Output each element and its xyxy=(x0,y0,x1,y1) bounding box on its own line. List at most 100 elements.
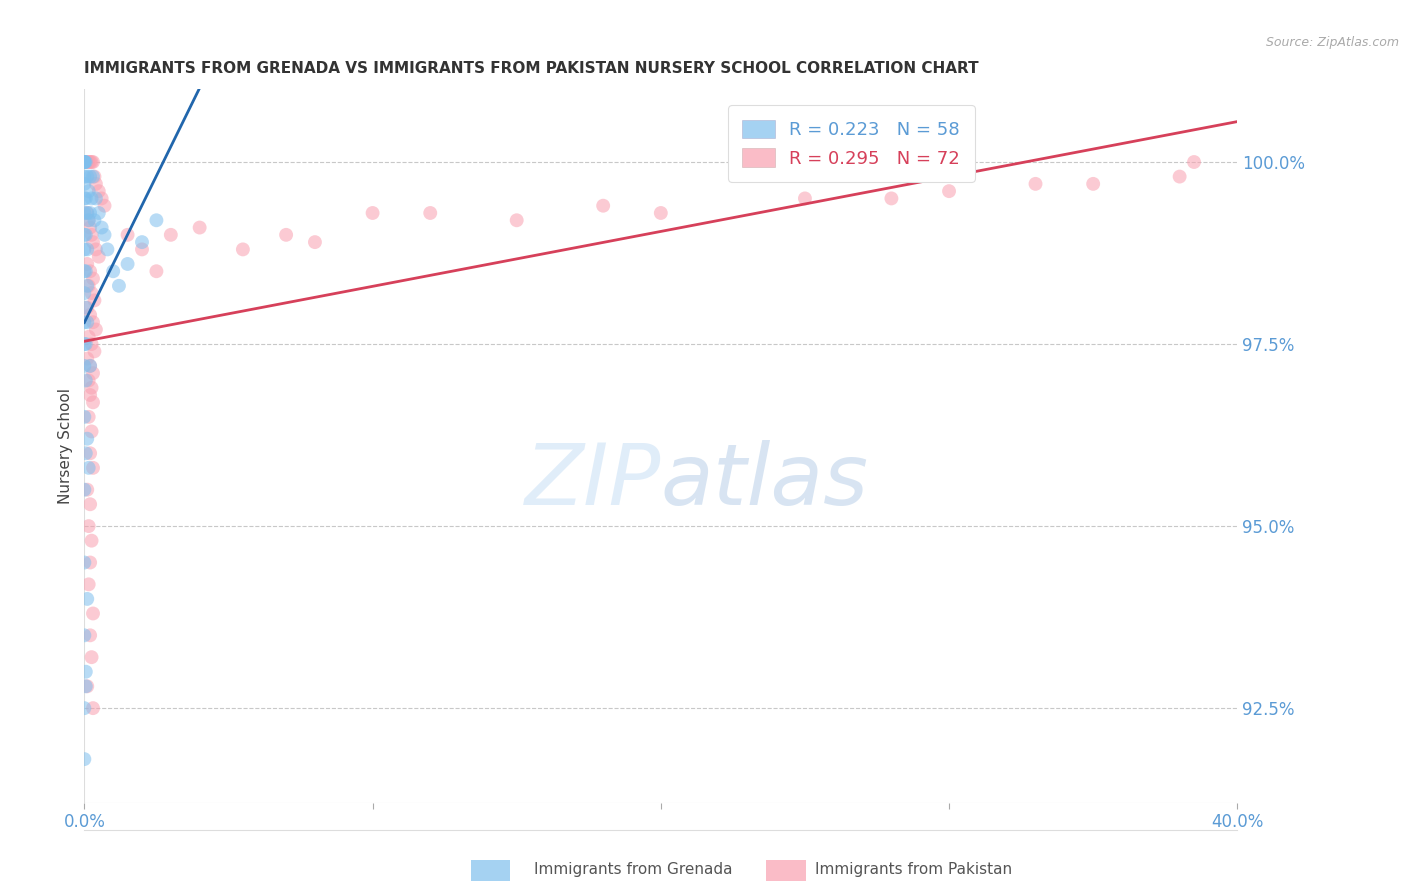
Point xyxy=(145,213,167,227)
Point xyxy=(84,177,107,191)
Point xyxy=(73,752,96,766)
Point xyxy=(73,264,96,278)
Point xyxy=(938,184,960,198)
Point xyxy=(73,155,96,169)
Point xyxy=(79,308,101,322)
Point xyxy=(80,191,103,205)
Point xyxy=(79,628,101,642)
Legend: R = 0.223   N = 58, R = 0.295   N = 72: R = 0.223 N = 58, R = 0.295 N = 72 xyxy=(728,105,974,182)
Point xyxy=(77,374,100,388)
Point xyxy=(276,227,298,242)
Point xyxy=(75,446,97,460)
Point xyxy=(117,227,139,242)
Point xyxy=(75,337,97,351)
Point xyxy=(73,155,96,169)
Point xyxy=(93,199,115,213)
Point xyxy=(1168,169,1191,184)
Point xyxy=(73,701,96,715)
Point xyxy=(82,271,104,285)
Point xyxy=(75,679,97,693)
Point xyxy=(93,227,115,242)
Text: Source: ZipAtlas.com: Source: ZipAtlas.com xyxy=(1265,36,1399,49)
Point xyxy=(79,220,101,235)
Point xyxy=(79,206,101,220)
Point xyxy=(76,679,98,693)
Point xyxy=(592,199,614,213)
Point xyxy=(77,330,100,344)
Point xyxy=(80,650,103,665)
Point xyxy=(361,206,384,220)
Point xyxy=(131,243,153,257)
Point xyxy=(80,227,103,242)
Point xyxy=(87,184,110,198)
Point xyxy=(506,213,529,227)
Point xyxy=(79,264,101,278)
Point xyxy=(82,460,104,475)
Point xyxy=(82,235,104,249)
Point xyxy=(77,213,100,227)
Point xyxy=(82,395,104,409)
Point xyxy=(76,315,98,329)
Point xyxy=(73,556,96,570)
Point xyxy=(73,286,96,301)
Point xyxy=(79,388,101,402)
Point xyxy=(880,191,903,205)
Point xyxy=(83,293,105,308)
Point xyxy=(79,446,101,460)
Point xyxy=(145,264,167,278)
Point xyxy=(75,227,97,242)
Point xyxy=(650,206,672,220)
Point xyxy=(87,250,110,264)
Point xyxy=(73,409,96,424)
Point xyxy=(76,257,98,271)
Point xyxy=(117,257,139,271)
Point xyxy=(82,155,104,169)
Point xyxy=(87,206,110,220)
Point xyxy=(1025,177,1047,191)
Point xyxy=(73,337,96,351)
Point xyxy=(82,607,104,621)
Point xyxy=(73,483,96,497)
Point xyxy=(82,366,104,380)
Point xyxy=(76,301,98,315)
Point xyxy=(80,533,103,548)
Point xyxy=(73,169,96,184)
Point xyxy=(80,286,103,301)
Point xyxy=(77,460,100,475)
Point xyxy=(75,264,97,278)
Point xyxy=(83,213,105,227)
Point xyxy=(73,243,96,257)
Point xyxy=(82,701,104,715)
Point xyxy=(76,483,98,497)
Point xyxy=(76,432,98,446)
Point xyxy=(76,206,98,220)
Point xyxy=(77,155,100,169)
Point xyxy=(75,665,97,679)
Point xyxy=(103,264,124,278)
Point xyxy=(76,591,98,606)
Point xyxy=(304,235,326,249)
Point xyxy=(84,322,107,336)
Point xyxy=(794,191,817,205)
Point xyxy=(90,220,112,235)
Point xyxy=(73,191,96,205)
Point xyxy=(79,359,101,373)
Point xyxy=(77,184,100,198)
Point xyxy=(77,577,100,591)
Point xyxy=(73,177,96,191)
Point xyxy=(77,409,100,424)
Point xyxy=(83,344,105,359)
Point xyxy=(84,191,107,205)
Point xyxy=(80,337,103,351)
Point xyxy=(188,220,211,235)
Point xyxy=(82,169,104,184)
Point xyxy=(131,235,153,249)
Text: IMMIGRANTS FROM GRENADA VS IMMIGRANTS FROM PAKISTAN NURSERY SCHOOL CORRELATION C: IMMIGRANTS FROM GRENADA VS IMMIGRANTS FR… xyxy=(84,61,979,76)
Point xyxy=(76,243,98,257)
Point xyxy=(76,155,98,169)
Point xyxy=(83,169,105,184)
Point xyxy=(79,497,101,511)
Point xyxy=(96,243,118,257)
Point xyxy=(75,155,97,169)
Point xyxy=(80,425,103,439)
